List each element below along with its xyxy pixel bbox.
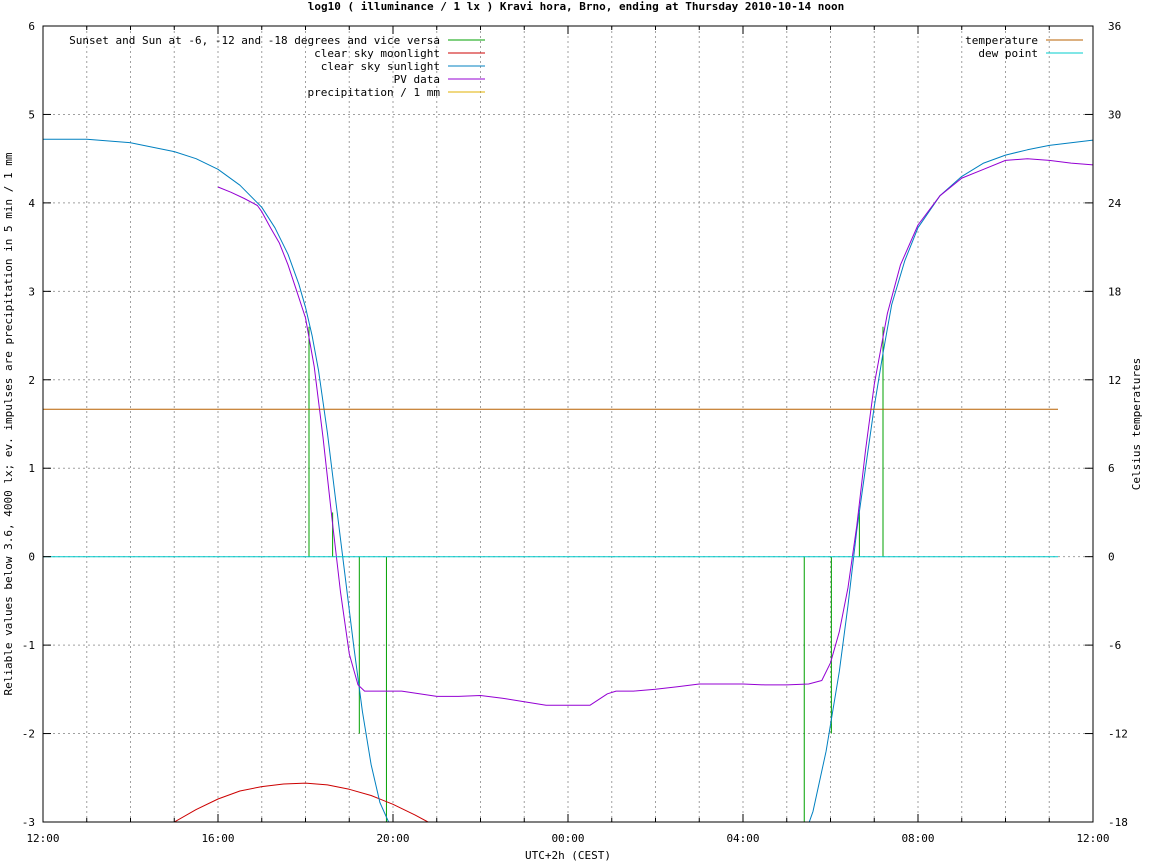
series-moonlight [174,782,429,822]
x-tick-label: 00:00 [551,832,584,845]
x-tick-label: 12:00 [1076,832,1109,845]
y-tick-label: 1 [28,462,35,475]
x-axis-label: UTC+2h (CEST) [525,849,611,862]
grid [43,26,1093,822]
legend-label-pv: PV data [394,73,440,86]
y2-tick-label: 24 [1108,197,1122,210]
series-layer [43,138,1093,822]
legend-label-moonlight: clear sky moonlight [314,47,440,60]
x-tick-label: 16:00 [201,832,234,845]
y-tick-label: 5 [28,108,35,121]
legend-label-sunlight: clear sky sunlight [321,60,440,73]
y2-tick-label: 6 [1108,462,1115,475]
y2-tick-label: 36 [1108,20,1121,33]
axes: 12:00 16:00 20:00 00:00 04:00 08:00 12:00 -3 -2 -… [22,20,1128,845]
y2-tick-label: -18 [1108,816,1128,829]
legend-label-temperature: temperature [965,34,1038,47]
y2-tick-label: -6 [1108,639,1121,652]
y-tick-label: 2 [28,374,35,387]
legend-label-precip: precipitation / 1 mm [308,86,441,99]
y-tick-label: 3 [28,285,35,298]
y-tick-label: -1 [22,639,35,652]
y2-tick-label: 12 [1108,374,1121,387]
y2-tick-label: 18 [1108,285,1121,298]
series-pv [217,158,1093,706]
y-tick-label: 6 [28,20,35,33]
x-tick-label: 20:00 [376,832,409,845]
y-tick-label: 0 [28,551,35,564]
y-axis-label: Reliable values below 3.6, 4000 lx; ev. … [2,152,15,695]
x-tick-label: 04:00 [726,832,759,845]
y-tick-label: -2 [22,728,35,741]
legend-left: Sunset and Sun at -6, -12 and -18 degree… [69,34,485,99]
legend-label-sunset_markers: Sunset and Sun at -6, -12 and -18 degree… [69,34,440,47]
y2-tick-label: -12 [1108,728,1128,741]
y2-tick-label: 0 [1108,551,1115,564]
chart-title: log10 ( illuminance / 1 lx ) Kravi hora,… [308,0,844,13]
y-tick-label: 4 [28,197,35,210]
y-tick-label: -3 [22,816,35,829]
legend-label-dewpoint: dew point [978,47,1038,60]
series-sunset_markers [308,326,884,822]
x-tick-label: 12:00 [26,832,59,845]
x-tick-label: 08:00 [901,832,934,845]
y2-axis-label: Celsius temperatures [1130,358,1143,490]
y2-tick-label: 30 [1108,108,1121,121]
